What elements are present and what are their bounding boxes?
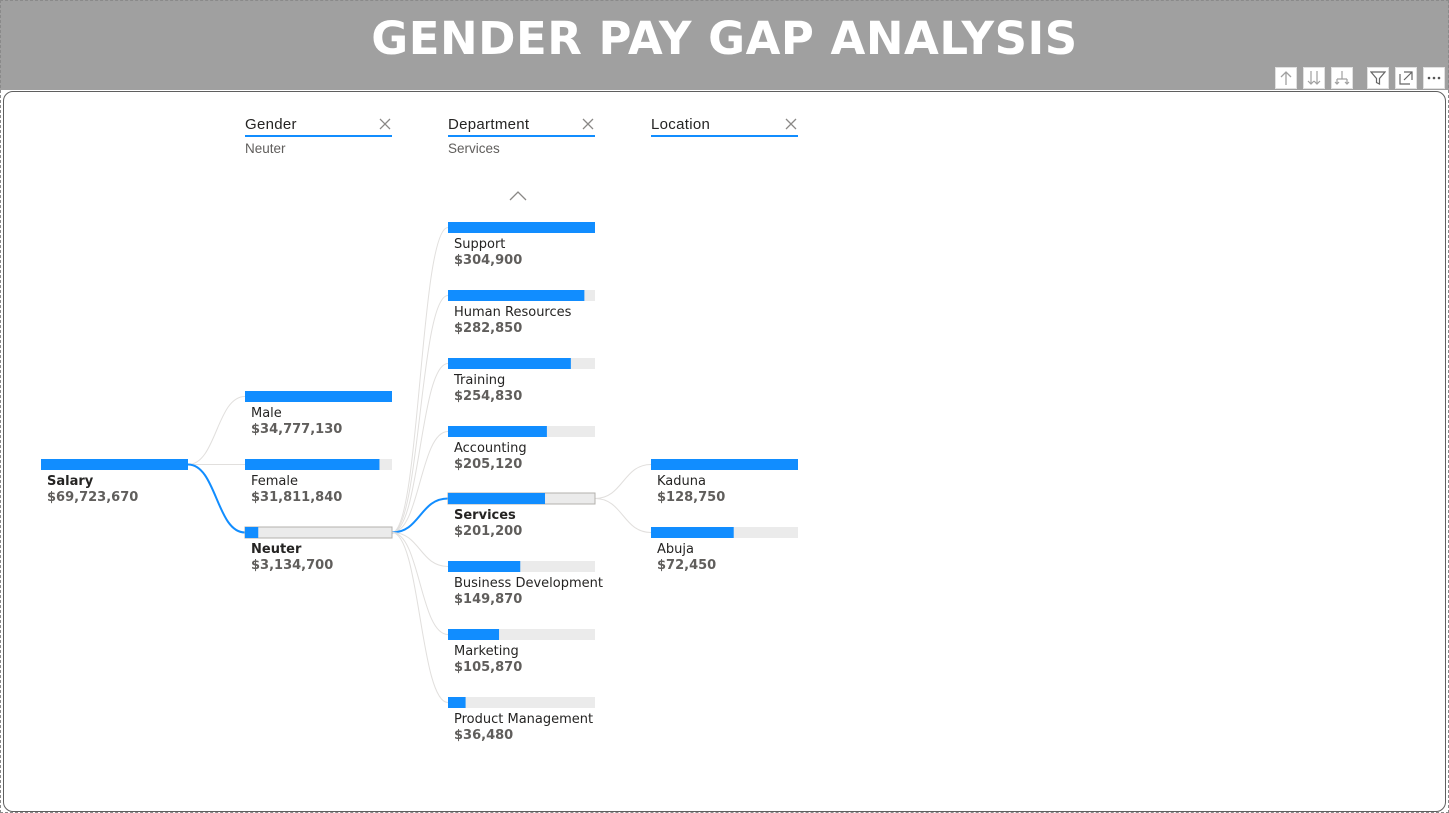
department-business-development-track (448, 561, 595, 572)
node-name: Kaduna (657, 474, 706, 489)
department-support-bar[interactable] (448, 222, 595, 233)
decomposition-tree-visual (3, 91, 1446, 812)
title-bar: GENDER PAY GAP ANALYSIS (0, 0, 1449, 90)
node-value: $304,900 (454, 253, 523, 268)
node-name: Human Resources (454, 305, 572, 320)
node-name: Female (251, 474, 299, 489)
node-value: $31,811,840 (251, 490, 343, 505)
node-value: $72,450 (657, 558, 717, 573)
gender-node-male[interactable]: Male $34,777,130 (251, 406, 342, 438)
gender-node-female[interactable]: Female $31,811,840 (251, 474, 342, 506)
node-name: Product Management (454, 712, 594, 727)
node-name: Abuja (657, 542, 694, 557)
level-header-department[interactable]: Department (448, 115, 595, 137)
link (187, 396, 246, 465)
gender-male-bar[interactable] (245, 391, 392, 402)
department-node-accounting[interactable]: Accounting $205,120 (454, 441, 527, 473)
gender-neuter-track (244, 526, 393, 539)
gender-node-neuter[interactable]: Neuter $3,134,700 (251, 542, 333, 574)
level-selection-gender: Neuter (245, 141, 286, 156)
gender-female-bar[interactable] (245, 459, 380, 470)
link (391, 532, 449, 635)
node-value: $205,120 (454, 457, 523, 472)
level-selection-department: Services (448, 141, 500, 156)
more-options-icon[interactable] (1423, 67, 1445, 89)
page-title: GENDER PAY GAP ANALYSIS (371, 12, 1078, 65)
node-value: $149,870 (454, 592, 523, 607)
salary-root-node[interactable]: Salary $69,723,670 (47, 474, 138, 506)
node-value: $254,830 (454, 389, 523, 404)
link (391, 363, 449, 533)
link (391, 227, 449, 533)
node-value: $69,723,670 (47, 490, 139, 505)
filter-icon[interactable] (1367, 67, 1389, 89)
node-name: Services (454, 508, 516, 523)
department-product-management-bar[interactable] (448, 697, 466, 708)
link (391, 431, 449, 533)
department-node-support[interactable]: Support $304,900 (454, 237, 522, 269)
node-value: $34,777,130 (251, 422, 343, 437)
link (594, 498, 652, 533)
node-name: Salary (47, 474, 94, 489)
department-marketing-track (448, 629, 595, 640)
link (594, 464, 652, 499)
node-value: $282,850 (454, 321, 523, 336)
department-node-marketing[interactable]: Marketing $105,870 (454, 644, 522, 676)
node-value: $105,870 (454, 660, 523, 675)
department-training-bar[interactable] (448, 358, 571, 369)
node-value: $3,134,700 (251, 558, 334, 573)
level-header-gender[interactable]: Gender (245, 115, 392, 137)
link (391, 295, 449, 533)
gender-neuter-bar[interactable] (245, 527, 259, 538)
chevron-up-icon[interactable] (509, 190, 527, 202)
focus-mode-icon[interactable] (1395, 67, 1417, 89)
node-name: Marketing (454, 644, 519, 659)
level-name: Gender (245, 116, 297, 133)
level-name: Department (448, 116, 530, 133)
department-node-business-development[interactable]: Business Development $149,870 (454, 576, 603, 608)
node-name: Business Development (454, 576, 603, 591)
department-node-services[interactable]: Services $201,200 (454, 508, 522, 540)
node-name: Neuter (251, 542, 302, 557)
drill-down-icon[interactable] (1331, 67, 1353, 89)
link (391, 532, 449, 567)
location-abuja-bar[interactable] (651, 527, 734, 538)
node-name: Support (454, 237, 506, 252)
level-name: Location (651, 116, 711, 133)
drill-up-icon[interactable] (1275, 67, 1297, 89)
active-link (391, 497, 449, 534)
location-node-abuja[interactable]: Abuja $72,450 (657, 542, 716, 574)
close-icon[interactable] (378, 117, 392, 131)
close-icon[interactable] (581, 117, 595, 131)
department-services-bar[interactable] (448, 493, 546, 504)
department-business-development-bar[interactable] (448, 561, 521, 572)
close-icon[interactable] (784, 117, 798, 131)
department-node-human-resources[interactable]: Human Resources $282,850 (454, 305, 571, 337)
department-accounting-bar[interactable] (448, 426, 547, 437)
active-link (187, 463, 246, 534)
node-name: Training (454, 373, 506, 388)
location-node-kaduna[interactable]: Kaduna $128,750 (657, 474, 725, 506)
department-node-product-management[interactable]: Product Management $36,480 (454, 712, 593, 744)
link (391, 532, 449, 703)
level-header-location[interactable]: Location (651, 115, 798, 137)
expand-all-icon[interactable] (1303, 67, 1325, 89)
location-kaduna-bar[interactable] (651, 459, 798, 470)
node-value: $201,200 (454, 524, 523, 539)
node-value: $128,750 (657, 490, 726, 505)
node-value: $36,480 (454, 728, 514, 743)
department-marketing-bar[interactable] (448, 629, 500, 640)
department-human-resources-bar[interactable] (448, 290, 585, 301)
department-product-management-track (448, 697, 595, 708)
department-node-training[interactable]: Training $254,830 (454, 373, 522, 405)
salary-root-bar[interactable] (41, 459, 188, 470)
node-name: Male (251, 406, 282, 421)
node-name: Accounting (454, 441, 527, 456)
